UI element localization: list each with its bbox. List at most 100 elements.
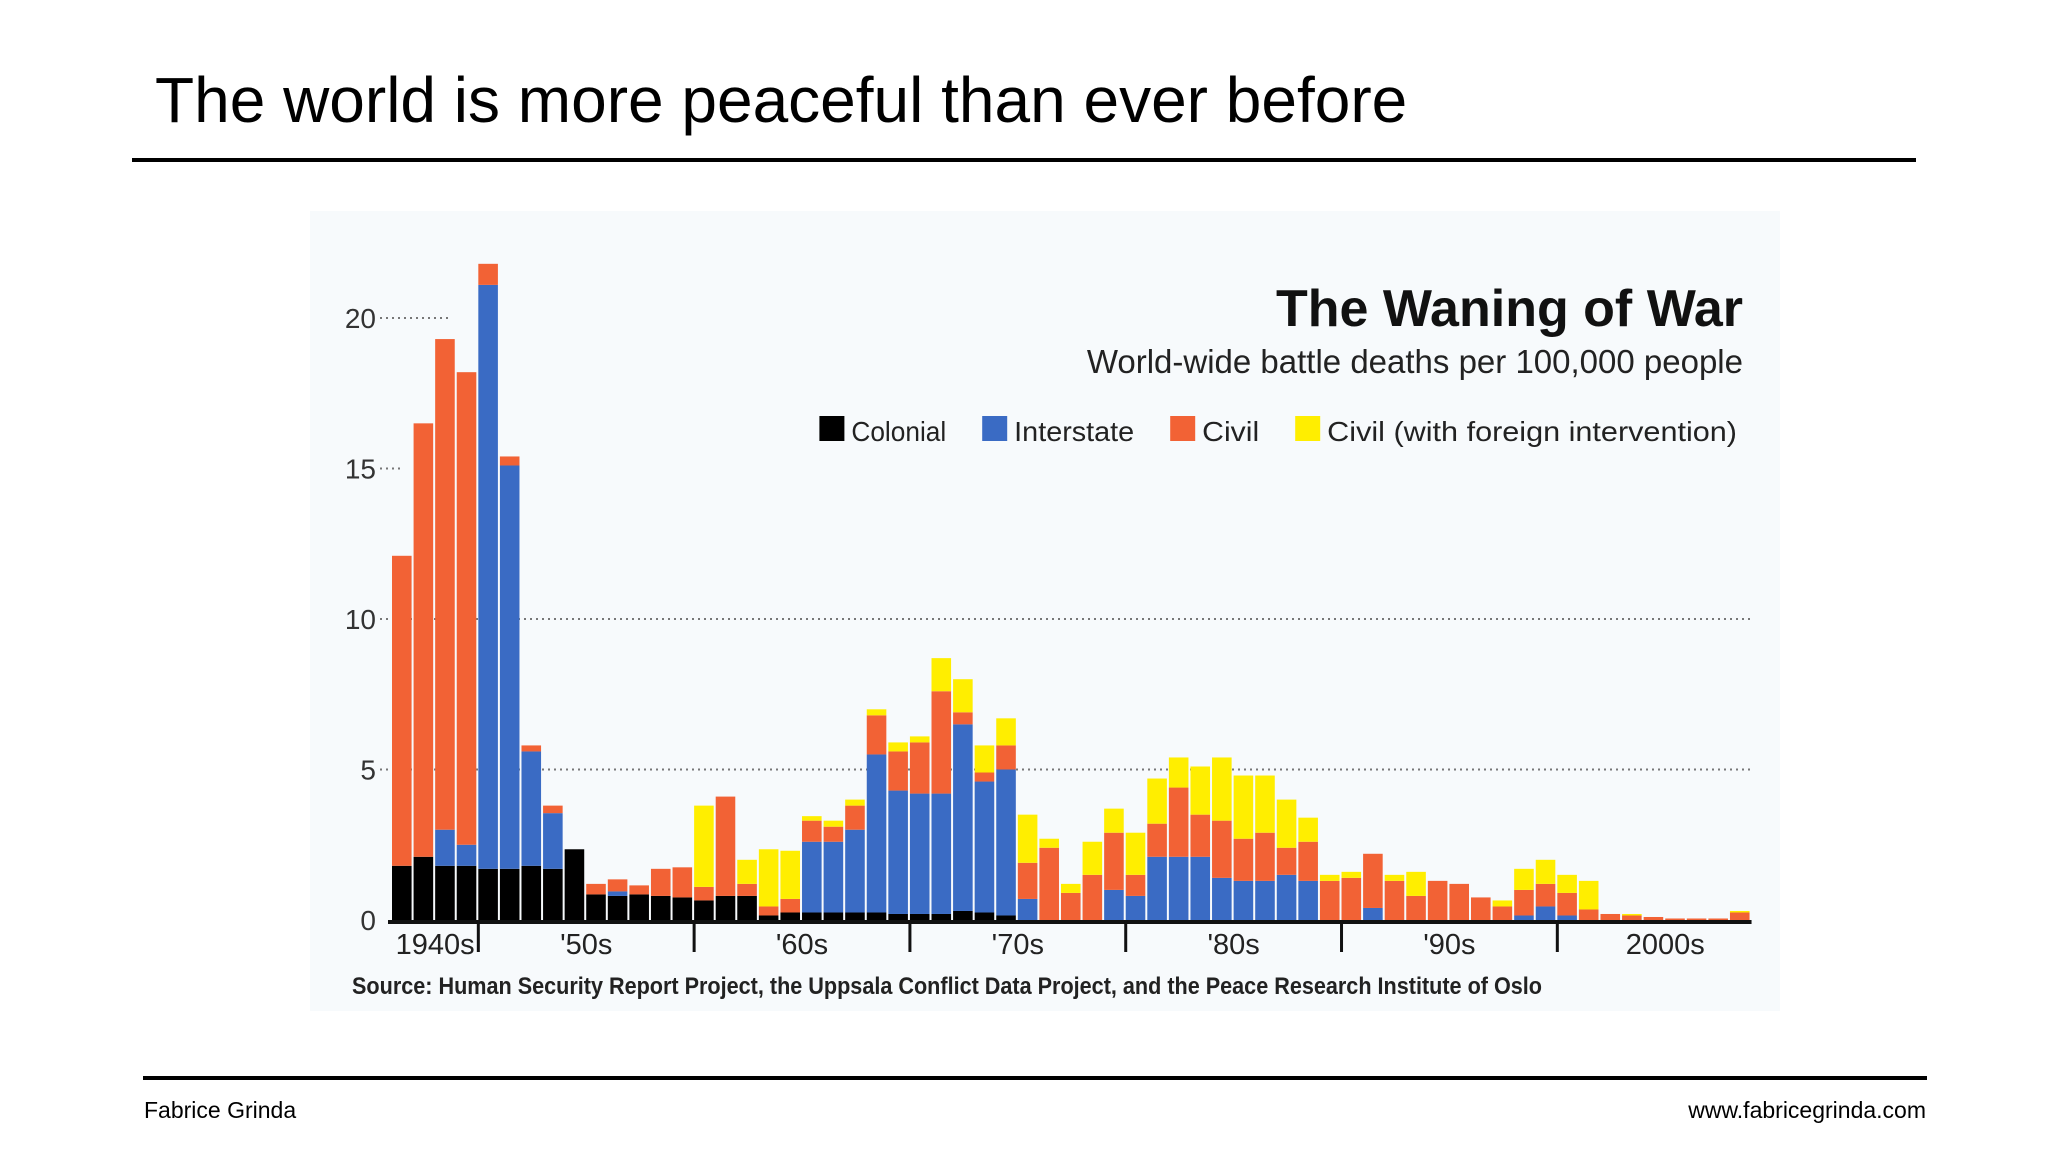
bar-year-1966 xyxy=(823,820,844,920)
bar-segment-civil xyxy=(629,885,649,895)
bar-segment-civil-with-foreign-intervention xyxy=(845,799,865,806)
bar-segment-civil xyxy=(456,372,477,845)
bar-segment-civil xyxy=(1039,847,1059,920)
bar-segment-civil xyxy=(1125,874,1146,896)
x-tick-label: '90s xyxy=(1423,929,1475,961)
bar-year-1947 xyxy=(413,423,434,920)
bar-segment-civil-with-foreign-intervention xyxy=(780,850,801,899)
bar-year-1978 xyxy=(1082,841,1103,920)
bar-segment-interstate xyxy=(823,841,844,913)
bar-segment-colonial xyxy=(543,868,563,920)
bar-segment-civil-with-foreign-intervention xyxy=(1147,778,1167,824)
bar-segment-colonial xyxy=(413,856,434,920)
bar-segment-interstate xyxy=(931,793,952,914)
bar-segment-colonial xyxy=(823,912,844,920)
bar-segment-interstate xyxy=(1190,856,1211,920)
bar-segment-civil-with-foreign-intervention xyxy=(1125,832,1146,875)
bar-year-1977 xyxy=(1060,883,1081,920)
bar-segment-colonial xyxy=(888,913,908,920)
bar-segment-interstate xyxy=(607,891,628,896)
bar-year-1989 xyxy=(1319,874,1340,920)
bar-year-1975 xyxy=(1017,814,1038,920)
bar-segment-civil-with-foreign-intervention xyxy=(737,859,757,884)
bar-segment-civil xyxy=(521,745,542,752)
bar-segment-interstate xyxy=(521,751,542,866)
x-tick-label: '50s xyxy=(560,929,612,961)
bar-segment-civil xyxy=(1449,883,1469,920)
bar-segment-civil xyxy=(888,751,908,791)
bar-segment-interstate xyxy=(1298,880,1318,920)
bar-year-1982 xyxy=(1168,757,1189,920)
bar-segment-civil xyxy=(715,796,736,896)
footer-website[interactable]: www.fabricegrinda.com xyxy=(1688,1097,1926,1123)
bar-year-1985 xyxy=(1233,775,1254,920)
bar-year-1996 xyxy=(1471,897,1491,920)
bar-segment-civil xyxy=(1643,916,1664,920)
bar-year-2008 xyxy=(1729,910,1750,920)
bar-segment-civil xyxy=(1471,897,1491,920)
bar-year-1948 xyxy=(435,339,455,920)
bar-segment-civil xyxy=(499,456,520,466)
bar-segment-civil-with-foreign-intervention xyxy=(1104,808,1124,833)
bar-segment-civil-with-foreign-intervention xyxy=(974,745,995,773)
bar-segment-interstate xyxy=(1535,906,1556,920)
bar-segment-civil xyxy=(1319,880,1340,920)
bar-segment-civil-with-foreign-intervention xyxy=(1276,799,1297,848)
bar-segment-colonial xyxy=(478,868,498,920)
bar-segment-colonial xyxy=(758,915,779,920)
bar-segment-civil xyxy=(1017,862,1038,899)
bar-segment-civil xyxy=(1622,915,1642,920)
bar-segment-interstate xyxy=(1212,877,1232,920)
bar-segment-colonial xyxy=(650,895,671,920)
bar-segment-interstate xyxy=(478,284,498,869)
chart-subtitle: World-wide battle deaths per 100,000 peo… xyxy=(1087,343,1743,380)
bar-segment-colonial xyxy=(802,912,822,920)
bar-segment-civil-with-foreign-intervention xyxy=(1233,775,1254,839)
bar-segment-colonial xyxy=(435,865,455,920)
bar-year-1995 xyxy=(1449,883,1469,920)
bar-year-2001 xyxy=(1578,880,1599,920)
bar-segment-civil-with-foreign-intervention xyxy=(1341,871,1362,878)
bar-year-1983 xyxy=(1190,766,1211,920)
bar-segment-civil xyxy=(1492,906,1513,920)
bar-segment-civil xyxy=(1729,912,1750,920)
bar-segment-civil xyxy=(866,715,887,755)
bar-year-1999 xyxy=(1535,859,1556,920)
bar-segment-interstate xyxy=(1557,915,1577,920)
bar-segment-colonial xyxy=(392,865,412,920)
bar-segment-civil-with-foreign-intervention xyxy=(1492,900,1513,907)
bar-segment-colonial xyxy=(866,912,887,920)
bar-segment-civil xyxy=(435,339,455,830)
bar-year-1953 xyxy=(543,805,563,920)
bar-segment-interstate xyxy=(1125,895,1146,920)
legend-swatch xyxy=(1295,416,1321,441)
bar-segment-civil xyxy=(1406,895,1426,920)
bar-year-1957 xyxy=(629,885,649,920)
bar-segment-interstate xyxy=(953,724,973,911)
bar-segment-colonial xyxy=(694,900,714,920)
bar-year-1951 xyxy=(499,456,520,920)
bar-segment-civil-with-foreign-intervention xyxy=(1406,871,1426,896)
bar-segment-civil xyxy=(780,898,801,913)
legend-label: Colonial xyxy=(851,416,946,447)
bar-segment-civil-with-foreign-intervention xyxy=(1535,859,1556,884)
bar-segment-interstate xyxy=(802,841,822,913)
bar-year-1980 xyxy=(1125,832,1146,920)
bar-segment-civil xyxy=(1255,832,1275,881)
bar-segment-civil xyxy=(1427,880,1448,920)
bar-segment-civil-with-foreign-intervention xyxy=(802,816,822,821)
bar-year-1981 xyxy=(1147,778,1167,920)
bar-year-1991 xyxy=(1363,853,1383,920)
bar-segment-interstate xyxy=(1276,874,1297,920)
bar-segment-civil-with-foreign-intervention xyxy=(1212,757,1232,821)
bar-year-1973 xyxy=(974,745,995,920)
bar-segment-civil-with-foreign-intervention xyxy=(1578,880,1599,910)
bar-segment-civil xyxy=(1104,832,1124,890)
bars xyxy=(392,263,1750,920)
bar-segment-civil-with-foreign-intervention xyxy=(1622,913,1642,916)
bar-year-1963 xyxy=(758,849,779,920)
bar-year-2005 xyxy=(1665,918,1685,920)
legend-label: Interstate xyxy=(1014,416,1134,447)
bar-segment-civil-with-foreign-intervention xyxy=(758,849,779,907)
bar-segment-civil xyxy=(1363,853,1383,908)
